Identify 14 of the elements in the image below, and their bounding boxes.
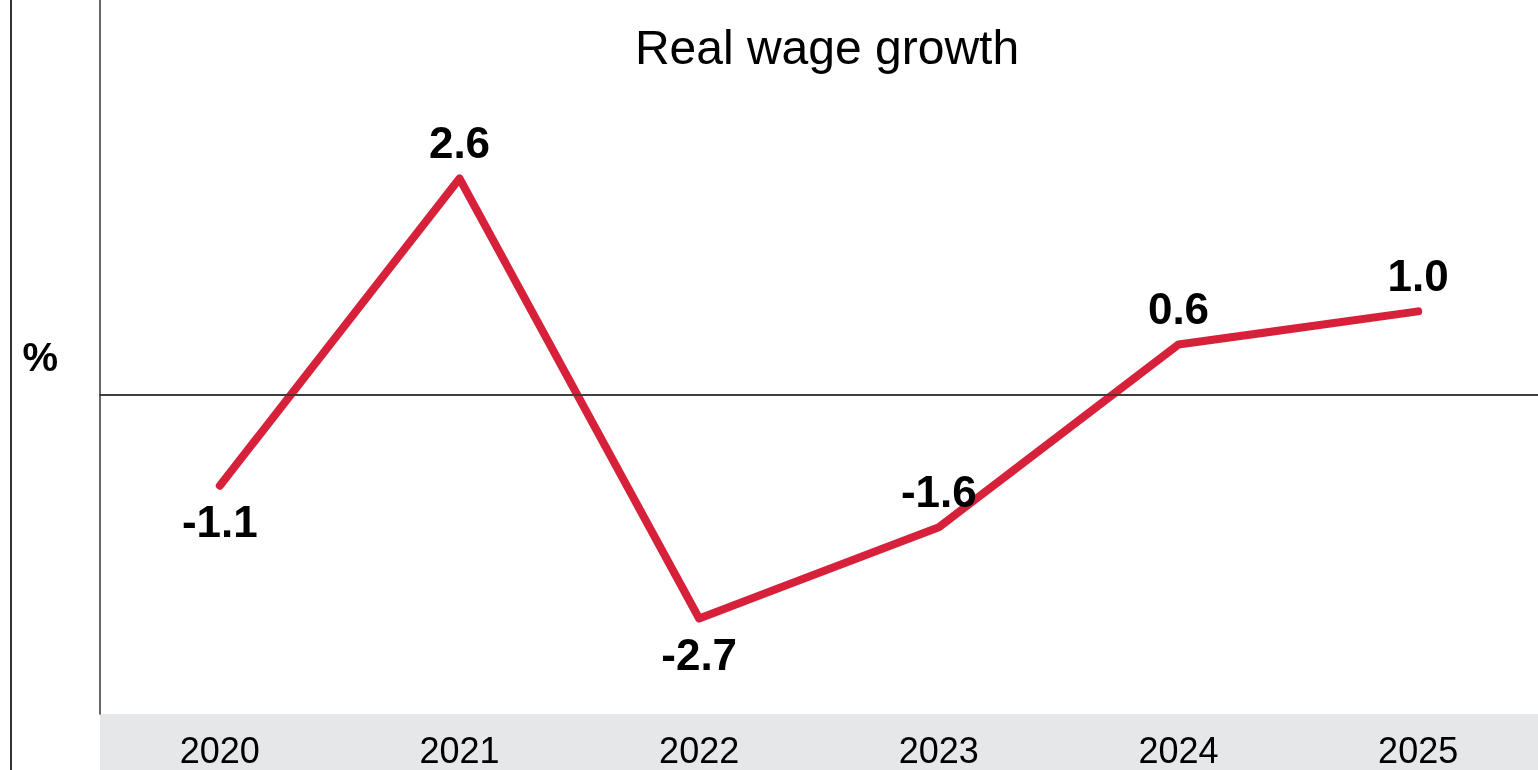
x-tick-label: 2021	[419, 729, 500, 770]
data-label: -2.7	[661, 630, 738, 680]
data-label: 2.6	[428, 118, 491, 167]
data-label: -1.6	[900, 466, 977, 516]
chart-title: Real wage growth	[634, 20, 1020, 74]
data-label: 1.0	[1387, 250, 1449, 300]
y-axis-title: %	[22, 335, 58, 379]
data-label: 0.6	[1147, 284, 1210, 334]
x-tick-label: 2022	[659, 729, 740, 770]
x-tick-label: 2023	[898, 729, 979, 770]
data-label: -1.1	[181, 497, 258, 547]
x-tick-label: 2020	[179, 729, 260, 770]
x-tick-label: 2024	[1138, 729, 1219, 770]
x-tick-label: 2025	[1378, 729, 1459, 770]
